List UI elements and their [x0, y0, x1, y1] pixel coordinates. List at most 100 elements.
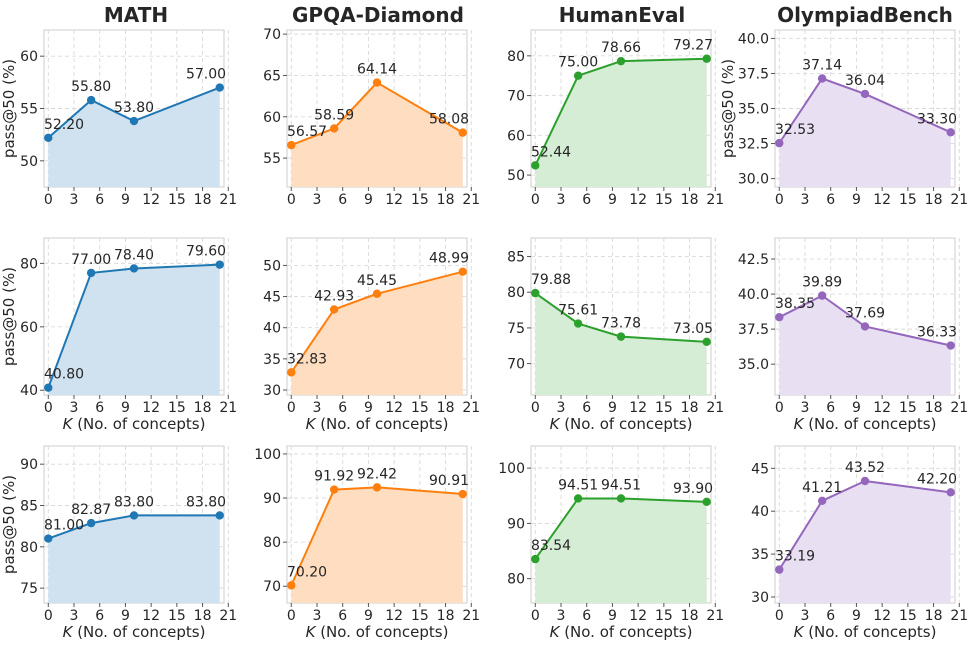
chart-3-2-x-tick-label: 12	[385, 608, 403, 624]
chart-2-3-x-tick-label: 6	[582, 400, 591, 416]
chart-3-2: 70.20 91.92 92.42 90.91 0 3 6 9 12 15 18 21 70 80 90 10…	[254, 445, 480, 641]
chart-1-3-x-tick-label: 6	[582, 192, 591, 208]
chart-1-3-x-tick-label: 21	[706, 192, 724, 208]
chart-1-3-x-tick-label: 15	[655, 192, 673, 208]
chart-2-1-data-label-3: 78.40	[114, 247, 154, 263]
chart-3-3-y-tick-label: 80	[507, 572, 525, 588]
chart-2-3-point-2	[573, 319, 583, 328]
chart-1-3-data-label-2: 75.00	[558, 55, 598, 71]
chart-1-1-x-tick-label: 15	[168, 192, 186, 208]
chart-2-1-y-tick-label: 40	[20, 383, 38, 399]
chart-1-2-point-2	[329, 124, 339, 133]
chart-2-3-y-tick-label: 70	[507, 357, 525, 373]
chart-3-4-y-tick-label: 45	[751, 461, 769, 477]
chart-2-2-x-tick-label: 0	[287, 400, 296, 416]
chart-2-1-x-tick-label: 15	[168, 400, 186, 416]
chart-3-1-data-label-4: 83.80	[186, 494, 226, 510]
chart-1-1-data-label-2: 55.80	[71, 79, 111, 95]
chart-2-4-data-label-4: 36.33	[917, 325, 957, 341]
chart-2-2-y-tick-label: 35	[263, 352, 281, 368]
chart-1-3-x-tick-label: 0	[531, 192, 540, 208]
chart-1-1-x-tick-label: 6	[95, 192, 104, 208]
chart-3-3-point-2	[573, 494, 583, 503]
chart-3-2-point-2	[329, 485, 339, 494]
chart-1-3-data-label-3: 78.66	[601, 40, 641, 56]
chart-2-4-data-label-3: 37.69	[845, 305, 885, 321]
chart-1-4-area-fill	[779, 78, 951, 187]
chart-3-2-series-line	[290, 486, 463, 586]
chart-1-4-x-tick-label: 0	[775, 192, 784, 208]
chart-1-1-point-4	[215, 83, 224, 92]
chart-3-4-point-1	[775, 565, 784, 574]
chart-3-4-x-tick-label: 0	[775, 608, 784, 624]
chart-1-3-x-tick-label: 18	[681, 192, 699, 208]
chart-2-4-x-tick-label: 21	[950, 400, 968, 416]
chart-2-3-area-fill	[535, 293, 707, 395]
chart-1-4-series-line	[778, 77, 952, 144]
chart-2-1-point-4	[215, 260, 224, 269]
chart-3-1-x-axis-label: K (No. of concepts)	[63, 623, 206, 641]
chart-2-2-x-tick-label: 15	[411, 400, 429, 416]
chart-3-3-x-axis-label: K (No. of concepts)	[550, 623, 693, 641]
chart-3-4-y-tick-label: 35	[751, 547, 769, 563]
chart-1-2-x-tick-label: 18	[437, 192, 455, 208]
chart-3-1-y-tick-label: 85	[20, 498, 38, 514]
chart-2-4-y-tick-label: 40.0	[738, 287, 769, 303]
chart-3-2-x-tick-label: 0	[287, 608, 296, 624]
chart-2-1-x-tick-label: 18	[194, 400, 212, 416]
chart-2-4-point-4	[946, 341, 955, 350]
chart-1-2-x-tick-label: 12	[385, 192, 403, 208]
chart-3-2-y-tick-label: 100	[254, 447, 281, 463]
chart-3-4-x-tick-label: 21	[950, 608, 968, 624]
chart-2-1-y-axis-label: pass@50 (%)	[0, 267, 18, 366]
chart-3-2-point-3	[372, 483, 382, 492]
chart-1-3-point-1	[531, 161, 540, 170]
chart-2-4-data-label-1: 38.35	[775, 296, 815, 312]
chart-3-1-x-tick-label: 0	[44, 608, 53, 624]
chart-3-1-point-3	[129, 511, 139, 520]
chart-2-3-x-axis-label: K (No. of concepts)	[550, 415, 693, 433]
chart-1-3-point-3	[616, 56, 626, 66]
chart-1-2-x-tick-label: 6	[338, 192, 347, 208]
chart-2-2-x-axis-label: K (No. of concepts)	[306, 415, 449, 433]
chart-2-4-x-tick-label: 6	[826, 400, 835, 416]
chart-3-4-data-label-3: 43.52	[845, 460, 885, 476]
chart-3-1-area-fill	[48, 515, 220, 603]
chart-3-4-area-fill	[779, 481, 951, 603]
chart-2-2-point-2	[329, 305, 339, 314]
chart-2-3-y-tick-label: 80	[507, 285, 525, 301]
chart-2-4-y-tick-label: 42.5	[738, 252, 769, 268]
chart-3-2-x-tick-label: 6	[338, 608, 347, 624]
chart-1-3-y-tick-label: 60	[507, 128, 525, 144]
chart-1-4-point-1	[775, 138, 784, 148]
chart-1-1-y-tick-label: 50	[20, 154, 38, 170]
chart-1-3-x-tick-label: 9	[608, 192, 617, 208]
chart-2-3-point-3	[616, 332, 626, 341]
chart-3-4-series-line	[778, 479, 951, 571]
chart-3-4-x-tick-label: 3	[801, 608, 810, 624]
chart-1-4-x-tick-label: 9	[852, 192, 861, 208]
chart-2-4-x-tick-label: 9	[852, 400, 861, 416]
chart-1-2-point-1	[287, 140, 296, 150]
chart-3-3-y-tick-label: 90	[507, 516, 525, 532]
column-titles: MATH GPQA-Diamond HumanEval OlympiadBenc…	[104, 3, 953, 27]
chart-1-3-data-label-1: 52.44	[531, 144, 571, 160]
chart-1-1-y-axis-label: pass@50 (%)	[0, 59, 18, 158]
chart-3-2-x-tick-label: 9	[364, 608, 373, 624]
chart-1-1-data-label-3: 53.80	[114, 100, 154, 116]
chart-3-1-y-tick-label: 90	[20, 457, 38, 473]
chart-2-4-data-label-2: 39.89	[802, 275, 842, 291]
chart-2-4-y-tick-label: 35.0	[738, 357, 769, 373]
chart-2-3-data-label-4: 73.05	[673, 321, 713, 337]
chart-1-4-x-tick-label: 3	[801, 192, 810, 208]
chart-3-3-x-tick-label: 6	[582, 608, 591, 624]
chart-3-4-data-label-1: 33.19	[775, 549, 815, 565]
chart-2-2-point-1	[287, 368, 296, 377]
chart-2-2-point-4	[458, 267, 467, 276]
chart-2-3-x-tick-label: 21	[706, 400, 724, 416]
